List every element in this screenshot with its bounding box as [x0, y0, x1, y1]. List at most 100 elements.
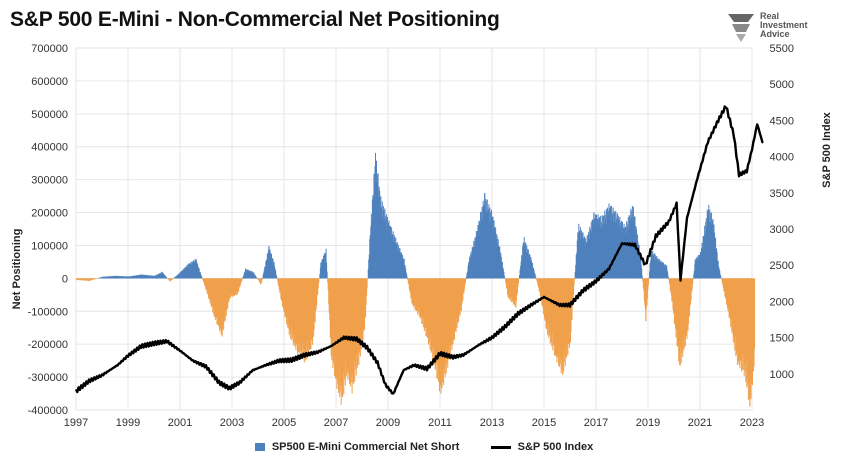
positioning-bar — [624, 227, 626, 279]
positioning-bar — [701, 242, 703, 279]
positioning-bar — [404, 265, 406, 279]
positioning-bar — [148, 275, 150, 279]
positioning-bar — [291, 278, 293, 339]
positioning-bar — [565, 278, 567, 348]
positioning-bar — [481, 206, 483, 279]
positioning-bar — [128, 276, 130, 279]
positioning-bar — [644, 278, 646, 306]
positioning-bar — [621, 233, 623, 279]
positioning-bar — [744, 278, 746, 372]
positioning-bar — [243, 273, 245, 279]
positioning-bar — [223, 278, 225, 330]
positioning-bar — [508, 278, 510, 295]
positioning-bar — [628, 229, 630, 279]
positioning-bar — [403, 258, 405, 279]
positioning-bar — [661, 264, 662, 279]
positioning-bar — [207, 278, 209, 295]
positioning-bar — [207, 278, 209, 294]
positioning-bar — [479, 221, 480, 279]
positioning-bar — [593, 212, 595, 279]
positioning-bar — [653, 253, 655, 279]
positioning-bar — [206, 278, 207, 289]
positioning-bar — [280, 278, 282, 299]
positioning-bar — [665, 267, 667, 279]
positioning-bar — [359, 278, 361, 357]
left-tick-label: 0 — [62, 273, 68, 285]
positioning-bar — [174, 276, 176, 279]
positioning-bar — [636, 229, 638, 279]
positioning-bar — [189, 263, 191, 279]
positioning-bar — [234, 278, 236, 297]
positioning-bar — [396, 243, 398, 279]
positioning-bar — [717, 260, 719, 279]
positioning-bar — [81, 278, 83, 280]
positioning-bar — [657, 258, 659, 279]
positioning-bar — [255, 277, 257, 279]
positioning-bar — [467, 265, 469, 279]
positioning-bar — [362, 278, 363, 334]
positioning-bar — [93, 278, 95, 280]
positioning-bar — [273, 262, 275, 279]
positioning-bar — [523, 242, 525, 279]
positioning-bar — [472, 248, 474, 279]
positioning-bar — [272, 258, 274, 279]
positioning-bar — [125, 276, 127, 279]
positioning-bar — [366, 278, 368, 289]
legend-label-bars: SP500 E-Mini Commercial Net Short — [271, 441, 460, 454]
positioning-bar — [715, 248, 717, 279]
positioning-bar — [84, 278, 86, 281]
positioning-bar — [202, 278, 204, 280]
positioning-bar — [104, 276, 106, 279]
positioning-bar — [135, 275, 137, 279]
left-axis-title: Net Positioning — [11, 229, 23, 310]
positioning-bar — [598, 218, 600, 279]
right-axis-ticks: 5500 5000 4500 4000 3500 3000 2500 2000 1500 1000 — [770, 43, 794, 381]
positioning-bar — [124, 276, 126, 279]
positioning-bar — [607, 215, 609, 279]
positioning-bar — [261, 278, 263, 280]
positioning-bar — [126, 276, 128, 279]
positioning-bar — [490, 219, 492, 279]
positioning-bar — [337, 278, 339, 384]
positioning-bar — [667, 272, 669, 279]
positioning-bar — [417, 278, 419, 311]
positioning-bar — [407, 278, 409, 280]
positioning-bar — [505, 278, 507, 285]
positioning-bar — [247, 271, 249, 279]
positioning-bar — [203, 278, 205, 283]
positioning-bar — [633, 215, 635, 279]
positioning-bar — [664, 264, 666, 279]
positioning-bar — [470, 254, 472, 279]
positioning-bar — [118, 275, 120, 279]
positioning-bar — [593, 222, 595, 279]
positioning-bar — [406, 277, 408, 279]
positioning-bar — [477, 235, 479, 279]
left-tick-label: 200000 — [31, 208, 68, 220]
positioning-bar — [271, 253, 272, 279]
positioning-bar — [468, 261, 470, 279]
positioning-bar — [282, 278, 284, 310]
positioning-bar — [722, 278, 724, 286]
positioning-bar — [499, 255, 501, 279]
positioning-bar — [384, 208, 386, 279]
positioning-bar — [414, 278, 416, 310]
positioning-bar — [79, 278, 81, 280]
positioning-bar — [611, 205, 613, 279]
positioning-bar — [559, 278, 561, 368]
positioning-bar — [598, 225, 600, 279]
positioning-bar — [389, 232, 391, 279]
positioning-bar — [742, 278, 744, 370]
positioning-bar — [467, 271, 469, 279]
positioning-bar — [597, 223, 599, 279]
positioning-bar — [191, 261, 193, 279]
positioning-bar — [629, 216, 631, 279]
positioning-bar — [714, 232, 716, 279]
positioning-bar — [703, 236, 705, 279]
positioning-bar — [245, 270, 247, 279]
positioning-bar — [149, 275, 151, 279]
positioning-bar — [176, 275, 178, 279]
positioning-bar — [597, 214, 599, 279]
positioning-bar — [389, 225, 391, 279]
positioning-bar — [172, 278, 174, 280]
positioning-bar — [579, 227, 581, 279]
